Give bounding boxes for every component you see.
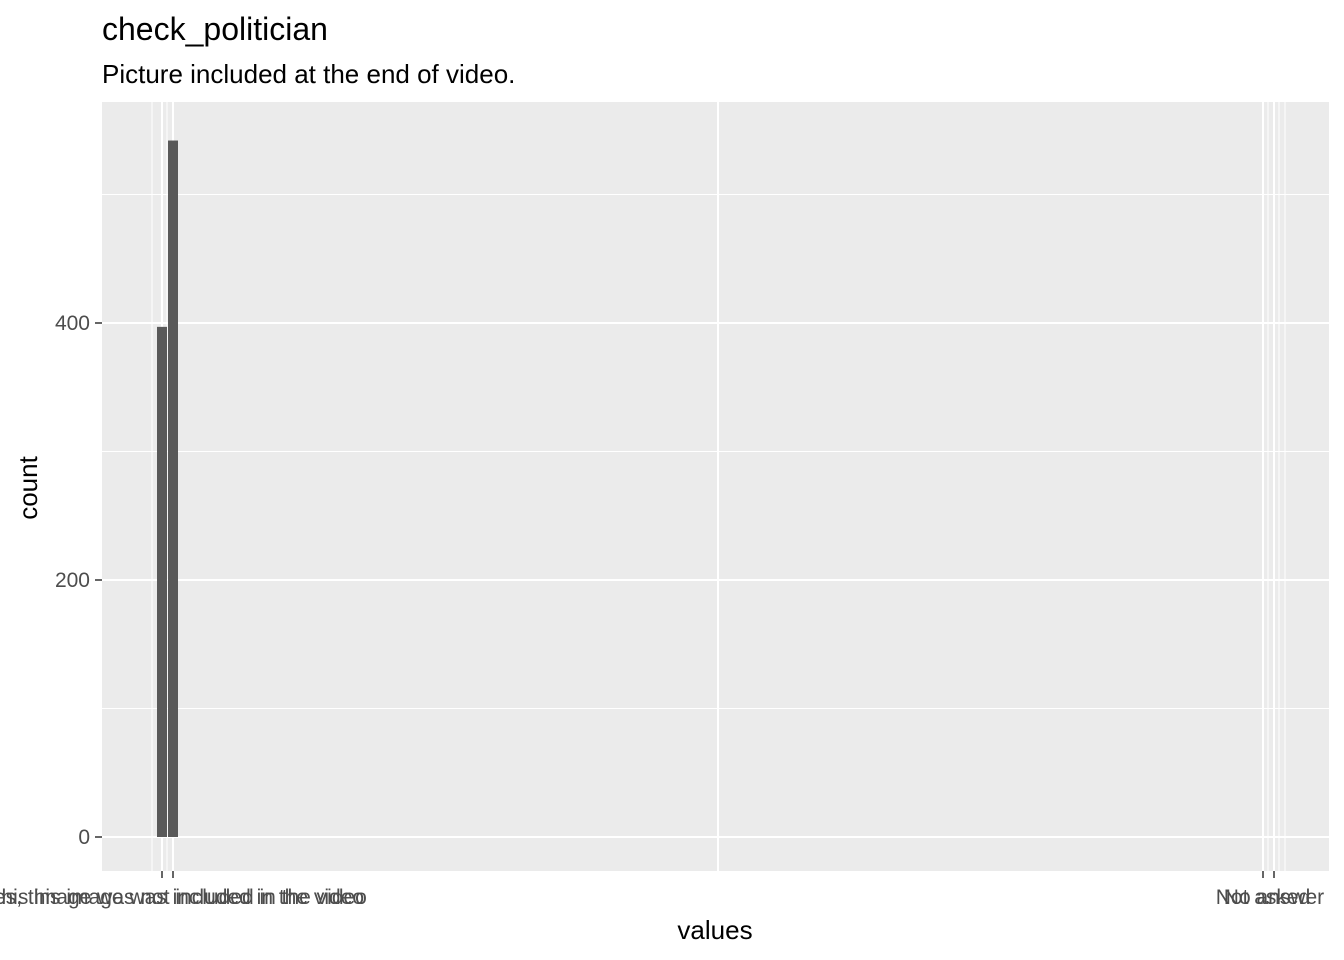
x-tick-label: Not asked bbox=[1216, 886, 1311, 909]
x-tick-label: Yes, this image was included in the vide… bbox=[0, 886, 364, 909]
chart-subtitle: Picture included at the end of video. bbox=[102, 59, 515, 89]
x-tick-label: No answer bbox=[1224, 886, 1324, 909]
x-axis-title: values bbox=[677, 915, 752, 945]
plot-panel bbox=[102, 102, 1329, 871]
x-tick-label: No, this image was not included in the v… bbox=[0, 886, 367, 909]
chart-title: check_politician bbox=[102, 11, 328, 47]
y-tick-label: 200 bbox=[55, 569, 90, 592]
bar bbox=[168, 140, 178, 837]
y-tick-label: 400 bbox=[55, 312, 90, 335]
y-axis-title: count bbox=[13, 455, 43, 519]
y-axis: 0 200 400 bbox=[55, 312, 102, 849]
bar bbox=[157, 326, 167, 837]
bars bbox=[157, 140, 178, 837]
y-tick-label: 0 bbox=[78, 826, 90, 849]
x-axis: No, this image was not included in the v… bbox=[0, 871, 1324, 909]
